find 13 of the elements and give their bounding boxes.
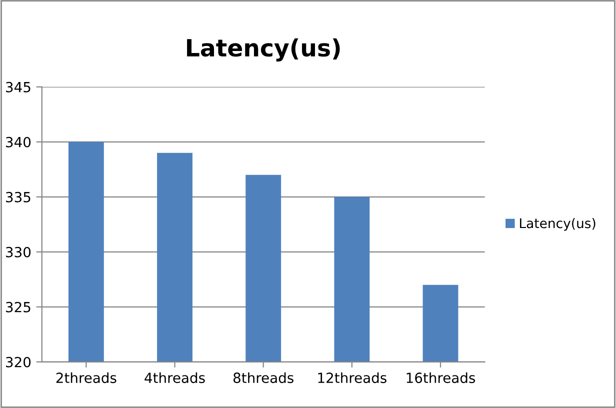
x-tick-label: 4threads	[144, 372, 205, 384]
y-tick-label: 340	[6, 136, 31, 148]
y-tick-label: 330	[6, 246, 31, 258]
x-tick-label: 12threads	[318, 372, 386, 384]
y-tick-label: 335	[6, 192, 30, 202]
y-tick-label: 345	[6, 82, 30, 92]
y-tick-label: 325	[6, 302, 30, 312]
y-tick-label: 320	[6, 356, 31, 368]
x-tick-label: 2threads	[56, 372, 116, 384]
legend-label: Latency(us)	[520, 218, 596, 231]
x-tick-label: 16threads	[406, 372, 476, 384]
chart-title: Latency(us)	[187, 38, 340, 62]
x-tick-label: 8threads	[233, 372, 294, 384]
